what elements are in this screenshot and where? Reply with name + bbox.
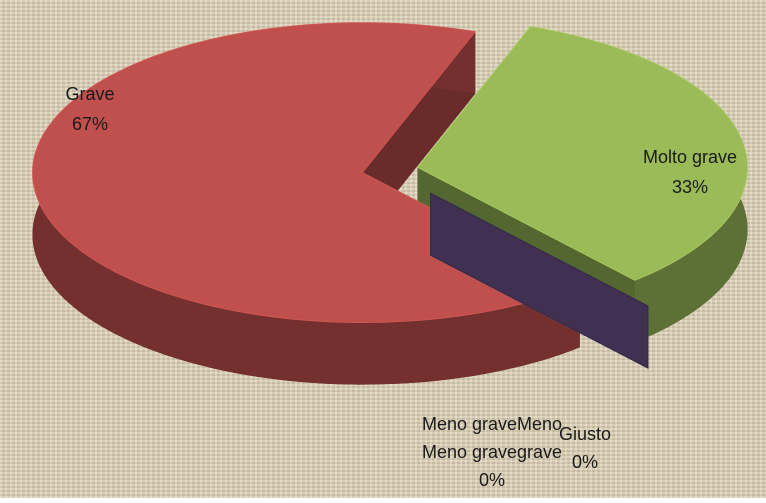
slice-wall [430, 192, 649, 369]
data-label-value: 33% [672, 177, 708, 197]
data-label-name-part: Meno [517, 414, 562, 434]
data-label-name: Molto grave [643, 147, 737, 167]
data-label-name: Meno gravegrave [422, 442, 562, 462]
slice [430, 192, 649, 369]
slice-side [32, 22, 580, 385]
data-label-name: Grave [65, 84, 114, 104]
data-label-value: 0% [572, 452, 598, 472]
data-label-value: 67% [72, 114, 108, 134]
data-label-name: Giusto [559, 424, 611, 444]
data-label-name: Meno graveMeno [422, 414, 562, 434]
data-label-name-part: grave [517, 442, 562, 462]
slice-top [416, 26, 748, 281]
data-label-value: 0% [479, 470, 505, 490]
